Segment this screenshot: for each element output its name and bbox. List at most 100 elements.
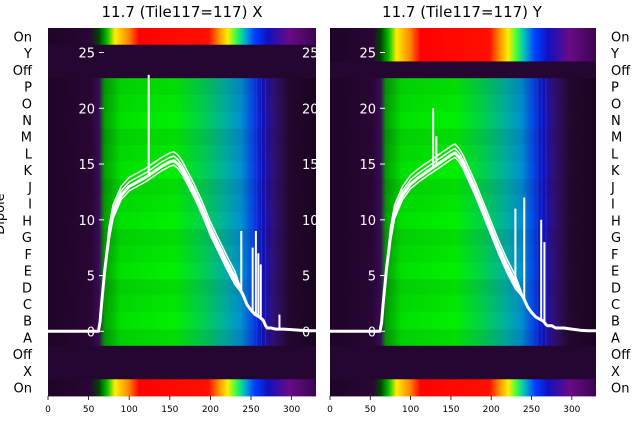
row-label: F: [25, 248, 32, 263]
row-label: A: [23, 332, 32, 347]
row-label: F: [611, 248, 618, 263]
row-label: K: [23, 164, 32, 179]
heatmap-row: [330, 228, 596, 246]
heatmap-row: [330, 245, 596, 263]
row-label: B: [611, 315, 620, 330]
heatmap-row: [48, 278, 316, 297]
heatmap-row: [48, 111, 316, 129]
row-label: I: [611, 198, 615, 213]
heatmap-row: [48, 362, 316, 380]
heatmap-row: [48, 329, 316, 347]
row-label: M: [611, 131, 622, 146]
heatmap-row: [330, 379, 596, 397]
heatmap-row: [330, 178, 596, 196]
row-label: H: [22, 214, 32, 229]
row-label: D: [611, 281, 621, 296]
row-label: E: [611, 265, 619, 280]
x-tick-label: 300: [283, 405, 300, 415]
row-label: C: [611, 298, 620, 313]
heatmap-row: [48, 195, 316, 213]
heatmap-row: [330, 161, 596, 179]
overlay-y-tick-label: 20: [359, 102, 376, 117]
row-label: H: [611, 214, 621, 229]
overlay-line: [48, 151, 316, 333]
overlay-y-tick-label: 0: [87, 325, 95, 340]
x-tick-label: 200: [202, 405, 219, 415]
heatmap-row: [330, 111, 596, 129]
row-label: Off: [611, 64, 631, 79]
row-label: Y: [23, 47, 32, 62]
x-tick-label: 200: [483, 405, 500, 415]
row-label: X: [23, 365, 32, 380]
heatmap-row: [48, 245, 316, 263]
row-label: I: [28, 198, 32, 213]
row-label: C: [23, 298, 32, 313]
overlay-y-tick-label: 0: [368, 325, 376, 340]
row-label: N: [22, 114, 32, 129]
heatmap-row: [330, 262, 596, 280]
heatmap-row: [48, 178, 316, 196]
overlay-y-tick-label: 0: [302, 325, 310, 340]
overlay-y-tick-label: 5: [87, 270, 95, 285]
heatmap-row: [48, 345, 316, 363]
panel-y: 11.7 (Tile117=117) Y On Y Off PONMLKJIHGFED…: [327, 3, 631, 415]
row-label: On: [611, 382, 629, 397]
heatmap-row: [48, 145, 316, 163]
overlay-y-tick-label: 15: [359, 158, 376, 173]
overlay-y-tick-label: 15: [302, 158, 319, 173]
x-tick-label: 50: [365, 405, 377, 415]
row-label: On: [14, 30, 32, 45]
row-label: E: [24, 265, 32, 280]
overlay-y: [330, 108, 596, 333]
row-label: Off: [611, 348, 631, 363]
overlay-y-tick-label: 25: [78, 47, 95, 62]
heatmap-row: [330, 345, 596, 363]
heatmap-row: [330, 329, 596, 347]
x-tick-label: 300: [563, 405, 580, 415]
x-tick-label: 100: [402, 405, 419, 415]
x-tick-label: 0: [45, 405, 51, 415]
heatmap-row: [330, 28, 596, 46]
row-label: B: [23, 315, 32, 330]
row-label: P: [611, 81, 619, 96]
overlay-y-tick-label: 10: [78, 214, 95, 229]
overlay-y-tick-label: 10: [302, 214, 319, 229]
overlay-y-tick-label: 10: [359, 214, 376, 229]
row-label: D: [22, 281, 32, 296]
heatmap-row: [48, 228, 316, 246]
row-label: K: [611, 164, 620, 179]
overlay-y-tick-label: 25: [302, 47, 319, 62]
row-label: O: [611, 97, 621, 112]
x-tick-label: 100: [121, 405, 138, 415]
panel-x: 11.7 (Tile117=117) X Dipole On Y Off PONMLK…: [0, 3, 319, 415]
heatmap-row: [48, 128, 316, 146]
x-tick-label: 150: [161, 405, 178, 415]
heatmap-row: [330, 312, 596, 330]
heatmap-row: [330, 195, 596, 213]
row-label: Off: [13, 64, 33, 79]
x-ticks-y: 0 50 100 150 200 250 300: [327, 396, 581, 415]
heatmap-row: [330, 44, 596, 62]
row-label: J: [27, 181, 32, 196]
heatmap-row: [48, 295, 316, 313]
heatmap-row: [48, 312, 316, 330]
heatmap-row: [48, 78, 316, 96]
row-label: On: [611, 30, 629, 45]
heatmap-row: [330, 61, 596, 79]
x-tick-label: 50: [83, 405, 95, 415]
chart-title-y: 11.7 (Tile117=117) Y: [382, 3, 543, 21]
x-tick-label: 250: [523, 405, 540, 415]
row-label: N: [611, 114, 621, 129]
row-label: On: [14, 382, 32, 397]
heatmap-row: [48, 212, 316, 230]
row-label: J: [610, 181, 615, 196]
x-tick-label: 250: [242, 405, 259, 415]
row-label: L: [25, 148, 33, 163]
overlay-y-ticks-x: 0 0 5 5 10 10 15 15 20 20 25 25: [78, 47, 318, 341]
row-label: M: [21, 131, 32, 146]
x-tick-label: 150: [442, 405, 459, 415]
row-label: P: [24, 81, 32, 96]
row-label: Y: [610, 47, 619, 62]
